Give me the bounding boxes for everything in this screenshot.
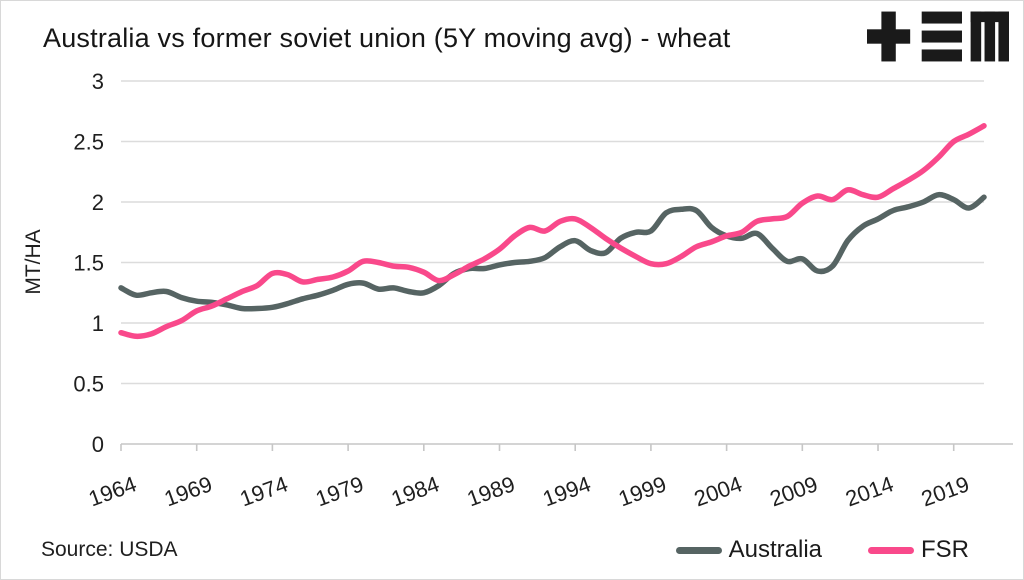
x-tick-label: 1964 — [85, 471, 140, 511]
x-tick-label: 1984 — [388, 471, 443, 511]
x-tick-label: 1969 — [161, 471, 216, 511]
x-tick-label: 1989 — [464, 471, 519, 511]
x-tick-label: 2009 — [766, 471, 821, 511]
logo-bars-icon — [921, 11, 962, 62]
y-tick-label: 0 — [92, 432, 104, 457]
x-tick-label: 1999 — [615, 471, 670, 511]
x-tick-label: 2004 — [691, 471, 746, 511]
logo-m-icon — [970, 11, 1009, 62]
y-axis-label: MT/HA — [22, 229, 45, 295]
x-tick-label: 1974 — [237, 471, 292, 511]
y-tick-label: 2.5 — [73, 130, 104, 155]
page-title: Australia vs former soviet union (5Y mov… — [43, 23, 731, 53]
y-tick-label: 2 — [92, 190, 104, 215]
x-tick-label: 1979 — [312, 471, 367, 511]
y-tick-label: 1 — [92, 311, 104, 336]
series-line-australia — [118, 191, 987, 312]
x-tick-label: 1994 — [539, 471, 594, 511]
source-caption: Source: USDA — [41, 538, 178, 561]
y-tick-label: 1.5 — [73, 251, 104, 276]
logo-plus-icon — [867, 11, 911, 62]
legend-label: Australia — [728, 536, 822, 563]
australia-line-swatch-icon — [675, 546, 722, 554]
fsr-line-swatch-icon — [868, 546, 914, 554]
legend-item-fsr: FSR — [868, 536, 969, 564]
y-tick-label: 0.5 — [73, 372, 104, 397]
chart-legend: Australia FSR — [675, 536, 969, 564]
legend-item-australia: Australia — [675, 536, 822, 564]
y-tick-label: 3 — [92, 69, 104, 94]
x-tick-label: 2014 — [842, 471, 897, 511]
x-tick-label: 2019 — [918, 471, 973, 511]
tem-logo — [867, 11, 1009, 62]
legend-label: FSR — [921, 536, 969, 563]
series-line-fsr — [118, 123, 987, 340]
